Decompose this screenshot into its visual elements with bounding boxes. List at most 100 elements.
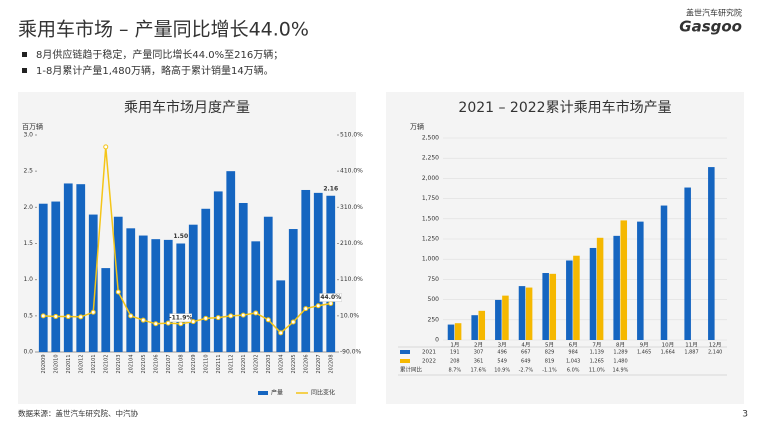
x-tick-label: 3月	[498, 342, 507, 349]
bar	[213, 191, 223, 352]
line-marker	[178, 321, 184, 327]
x-tick-label: 4月	[521, 342, 530, 349]
bar	[447, 324, 455, 340]
x-tick-label: 2月	[474, 342, 483, 349]
bar	[637, 221, 644, 340]
legend-label: 同比变化	[311, 389, 335, 397]
line-marker	[228, 313, 234, 319]
table-cell: 8.7%	[448, 368, 461, 374]
line-marker	[165, 320, 171, 326]
bar	[525, 287, 533, 340]
legend-swatch	[400, 359, 410, 363]
y2-tick-label: 10.0%	[340, 312, 359, 319]
bar	[549, 273, 557, 340]
bar	[51, 201, 61, 352]
x-tick-label: 202105	[141, 354, 147, 373]
y-tick-label: 1,250	[422, 236, 439, 243]
bar	[88, 214, 98, 352]
y-axis-label: 百万辆	[22, 122, 43, 131]
y-axis-label: 万辆	[410, 122, 424, 131]
slide-title: 乘用车市场 – 产量同比增长44.0%	[18, 19, 309, 41]
line-marker	[303, 306, 309, 312]
line-marker	[265, 317, 271, 323]
x-tick-label: 202206	[303, 354, 309, 373]
legend-swatch	[258, 391, 268, 395]
page-number: 3	[742, 410, 748, 420]
x-tick-label: 202201	[241, 354, 247, 373]
y2-tick-label: 110.0%	[340, 276, 363, 283]
bar	[38, 203, 48, 352]
table-cell: 1,265	[590, 359, 604, 365]
bar	[495, 299, 502, 340]
bar	[471, 315, 478, 340]
bar	[251, 241, 261, 352]
y2-tick-label: 310.0%	[340, 204, 363, 211]
bar	[620, 220, 628, 340]
x-tick-label: 202102	[103, 354, 109, 373]
y-tick-label: 1,500	[422, 215, 439, 222]
line-marker	[53, 314, 59, 320]
line-marker	[190, 319, 196, 325]
table-cell: 984	[568, 350, 578, 356]
table-cell: 549	[497, 359, 507, 365]
y-tick-label: 250	[428, 316, 440, 323]
line-marker	[128, 313, 134, 319]
data-label: 44.0%	[320, 294, 341, 301]
line-marker	[278, 330, 284, 336]
bar	[276, 280, 286, 352]
bullet-icon	[22, 52, 27, 57]
bar	[63, 183, 73, 352]
x-tick-label: 202009	[41, 354, 47, 373]
table-cell: 1,664	[661, 350, 675, 356]
line-marker	[253, 310, 259, 316]
x-tick-label: 202205	[291, 354, 297, 373]
y-tick-label: 1,750	[422, 195, 439, 202]
x-tick-label: 202110	[203, 354, 209, 373]
x-tick-label: 202112	[228, 354, 234, 373]
chart-title: 乘用车市场月度产量	[124, 99, 250, 116]
y-tick-label: 2.5	[23, 168, 33, 175]
line-marker	[65, 314, 71, 320]
x-tick-label: 9月	[640, 342, 649, 349]
table-cell: 1,139	[590, 350, 604, 356]
x-tick-label: 202108	[178, 354, 184, 373]
line-marker	[290, 319, 296, 325]
bar	[566, 260, 573, 340]
x-tick-label: 202208	[328, 354, 334, 373]
y2-tick-label: 210.0%	[340, 240, 363, 247]
bar	[188, 224, 198, 352]
y-tick-label: 1.5	[23, 240, 33, 247]
y-tick-label: 1.0	[23, 276, 33, 283]
y-tick-label: 0	[435, 337, 439, 344]
bar	[708, 167, 715, 340]
line-marker	[215, 315, 221, 321]
bar	[478, 310, 486, 340]
table-cell: 17.6%	[471, 368, 487, 374]
y-tick-label: 2,500	[422, 135, 439, 142]
table-cell: 2,140	[708, 350, 722, 356]
bar	[238, 202, 248, 352]
logo-cn: 盖世汽车研究院	[686, 8, 742, 18]
line-marker	[90, 309, 96, 315]
table-cell: 496	[497, 350, 507, 356]
row-label: 累计同比	[400, 366, 423, 374]
bar	[684, 187, 691, 340]
x-tick-label: 10月	[662, 342, 675, 349]
table-cell: 10.9%	[494, 368, 510, 374]
bar	[502, 295, 509, 340]
table-cell: 307	[474, 350, 484, 356]
row-label: 2021	[422, 350, 436, 356]
table-cell: 819	[545, 359, 555, 365]
table-cell: -1.1%	[542, 368, 557, 374]
legend-label: 产量	[271, 389, 283, 397]
x-tick-label: 202202	[253, 354, 259, 373]
table-cell: -2.7%	[519, 368, 534, 374]
bullet: 8月供应链趋于稳定，产量同比增长44.0%至216万辆；	[36, 48, 283, 61]
x-tick-label: 6月	[569, 342, 578, 349]
y2-tick-label: 410.0%	[340, 168, 363, 175]
bar	[263, 216, 273, 352]
label-box	[319, 293, 342, 302]
bar	[518, 286, 526, 340]
bar	[301, 189, 311, 352]
line-marker	[115, 289, 121, 295]
